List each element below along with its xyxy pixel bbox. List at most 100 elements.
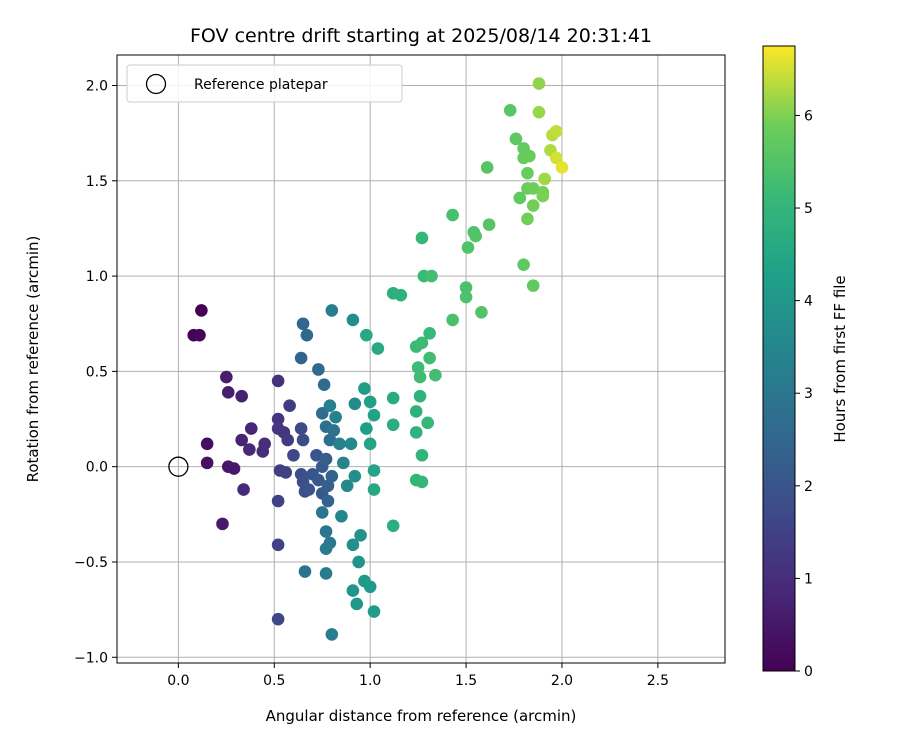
colorbar-gradient	[762, 45, 796, 672]
x-tick-label: 1.0	[359, 673, 381, 689]
legend: Reference platepar	[126, 64, 403, 103]
data-point	[319, 525, 333, 538]
data-point	[423, 326, 436, 340]
data-point	[335, 509, 348, 523]
data-point	[325, 304, 339, 317]
data-point	[200, 437, 214, 451]
data-point	[363, 437, 377, 451]
data-point	[319, 542, 333, 555]
data-point	[421, 416, 435, 430]
data-point	[367, 408, 381, 422]
data-point	[325, 469, 339, 483]
x-axis: 0.0 0.5 1.0 1.5 2.0 2.5	[167, 663, 669, 689]
data-point	[296, 433, 310, 447]
data-point	[321, 479, 335, 493]
data-point	[346, 313, 360, 327]
data-point	[216, 517, 229, 531]
data-point	[315, 407, 329, 420]
data-point	[360, 422, 373, 435]
data-point	[538, 172, 552, 186]
y-axis: −1.0 −0.5 0.0 0.5 1.0 1.5 2.0	[74, 78, 117, 666]
data-point	[329, 410, 342, 424]
data-point	[532, 77, 546, 90]
data-point	[415, 231, 429, 245]
data-point	[323, 433, 337, 447]
colorbar: 0 1 2 3 4 5 6 Hours from first FF file	[762, 45, 849, 680]
y-tick-label: 0.0	[86, 460, 108, 476]
data-point	[200, 456, 214, 470]
data-point	[300, 328, 314, 342]
data-point	[294, 351, 308, 365]
colorbar-ticks: 0 1 2 3 4 5 6	[795, 108, 813, 680]
data-point	[279, 466, 293, 479]
data-point	[296, 317, 310, 331]
data-point	[425, 269, 438, 283]
colorbar-tick-label: 6	[804, 108, 813, 124]
data-point	[281, 433, 295, 447]
data-point	[298, 565, 312, 578]
colorbar-tick-label: 4	[804, 294, 813, 310]
data-point	[258, 437, 271, 451]
y-axis-label: Rotation from reference (arcmin)	[24, 236, 42, 483]
data-point	[503, 103, 517, 117]
legend-label: Reference platepar	[194, 77, 328, 93]
x-tick-label: 2.0	[551, 673, 573, 689]
data-point	[411, 361, 425, 374]
x-axis-label: Angular distance from reference (arcmin)	[266, 707, 577, 725]
colorbar-tick-label: 1	[804, 571, 813, 587]
data-point	[480, 161, 494, 174]
y-tick-label: 1.0	[86, 269, 108, 285]
data-point	[227, 462, 241, 475]
x-tick-label: 2.5	[647, 673, 669, 689]
data-point	[352, 555, 365, 569]
data-point	[367, 605, 381, 618]
data-point	[409, 426, 423, 439]
data-point	[333, 437, 346, 451]
data-point	[271, 374, 285, 388]
colorbar-label: Hours from first FF file	[831, 275, 849, 442]
data-point	[325, 628, 339, 641]
data-point	[220, 370, 233, 384]
data-point	[344, 437, 358, 451]
data-point	[354, 529, 367, 542]
data-point	[363, 580, 377, 594]
data-point	[363, 395, 377, 409]
data-point	[509, 132, 523, 146]
legend-box	[126, 64, 403, 103]
data-point	[521, 212, 534, 226]
data-point	[526, 182, 540, 195]
data-point	[312, 363, 325, 376]
data-point	[271, 538, 285, 552]
data-point	[536, 189, 550, 203]
data-point	[235, 389, 248, 403]
data-point	[237, 483, 250, 496]
data-point	[315, 506, 329, 519]
data-point	[459, 281, 473, 294]
plot-frame	[116, 54, 726, 664]
y-tick-label: 2.0	[86, 78, 108, 94]
data-point	[367, 464, 381, 477]
grid	[117, 55, 725, 663]
data-point	[413, 370, 427, 384]
data-point	[555, 161, 569, 174]
data-point	[526, 199, 540, 212]
data-point	[459, 290, 473, 304]
colorbar-tick-label: 0	[804, 664, 813, 680]
data-point	[244, 422, 258, 435]
data-point	[221, 386, 235, 399]
data-point	[360, 328, 373, 342]
colorbar-tick-label: 3	[804, 386, 813, 402]
x-tick-label: 0.0	[167, 673, 189, 689]
data-point	[409, 405, 423, 418]
data-point	[287, 448, 300, 462]
y-tick-label: 0.5	[86, 364, 108, 380]
x-tick-label: 0.5	[263, 673, 285, 689]
data-point	[271, 612, 285, 626]
x-tick-label: 1.5	[455, 673, 477, 689]
data-point	[294, 422, 308, 435]
data-point	[386, 391, 400, 405]
data-point	[283, 399, 296, 412]
data-point	[423, 351, 436, 365]
data-point	[346, 538, 360, 552]
